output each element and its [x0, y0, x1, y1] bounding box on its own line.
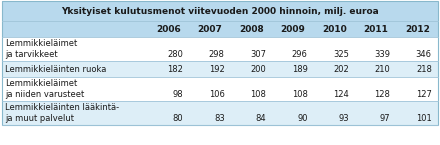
Text: 202: 202 — [333, 65, 349, 74]
Text: 2009: 2009 — [281, 25, 305, 33]
Text: 210: 210 — [374, 65, 390, 74]
Text: 101: 101 — [416, 114, 432, 123]
Text: 108: 108 — [250, 90, 266, 99]
Bar — [2, 61, 438, 77]
Text: 298: 298 — [209, 50, 225, 59]
Text: Yksityiset kulutusmenot viitevuoden 2000 hinnoin, milj. euroa: Yksityiset kulutusmenot viitevuoden 2000… — [61, 7, 379, 16]
Text: 325: 325 — [333, 50, 349, 59]
Text: 128: 128 — [374, 90, 390, 99]
Text: Lemmikkieläimet: Lemmikkieläimet — [5, 79, 77, 88]
Text: 98: 98 — [172, 90, 183, 99]
Text: 106: 106 — [209, 90, 225, 99]
Text: Lemmikkieläinten ruoka: Lemmikkieläinten ruoka — [5, 65, 106, 74]
Text: 108: 108 — [292, 90, 308, 99]
Text: ja tarvikkeet: ja tarvikkeet — [5, 50, 58, 59]
Text: 296: 296 — [292, 50, 308, 59]
Text: 2007: 2007 — [198, 25, 223, 33]
Bar — [2, 77, 438, 101]
Text: 339: 339 — [374, 50, 390, 59]
Text: 2006: 2006 — [156, 25, 181, 33]
Text: 2012: 2012 — [405, 25, 430, 33]
Text: 218: 218 — [416, 65, 432, 74]
Text: ja niiden varusteet: ja niiden varusteet — [5, 90, 84, 99]
Text: 80: 80 — [172, 114, 183, 123]
Text: 280: 280 — [167, 50, 183, 59]
Text: 189: 189 — [292, 65, 308, 74]
Text: 200: 200 — [250, 65, 266, 74]
Text: 2010: 2010 — [322, 25, 347, 33]
Text: 83: 83 — [214, 114, 225, 123]
Bar — [2, 101, 438, 125]
Text: ja muut palvelut: ja muut palvelut — [5, 114, 74, 123]
Text: Lemmikkieläinten lääkintä-: Lemmikkieläinten lääkintä- — [5, 103, 119, 112]
Text: 93: 93 — [338, 114, 349, 123]
Text: 192: 192 — [209, 65, 225, 74]
Text: 2008: 2008 — [239, 25, 264, 33]
Bar — [2, 1, 438, 37]
Text: 97: 97 — [380, 114, 390, 123]
Bar — [2, 1, 438, 125]
Bar — [2, 37, 438, 61]
Text: 307: 307 — [250, 50, 266, 59]
Text: 90: 90 — [297, 114, 308, 123]
Text: 127: 127 — [416, 90, 432, 99]
Text: 346: 346 — [416, 50, 432, 59]
Text: 182: 182 — [167, 65, 183, 74]
Text: 2011: 2011 — [363, 25, 388, 33]
Text: 84: 84 — [256, 114, 266, 123]
Text: 124: 124 — [333, 90, 349, 99]
Text: Lemmikkieläimet: Lemmikkieläimet — [5, 39, 77, 48]
